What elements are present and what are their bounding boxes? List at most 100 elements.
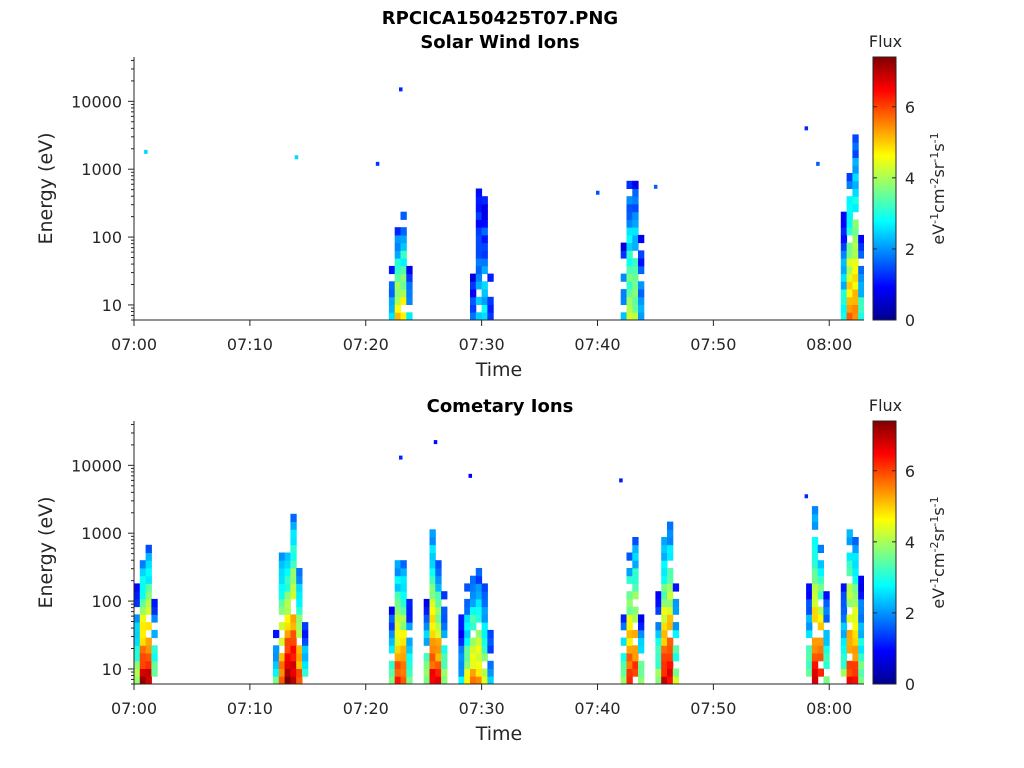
x-tick-label: 07:20 — [343, 699, 389, 718]
heat-cell — [406, 289, 413, 298]
heat-cell — [672, 653, 680, 662]
heat-cell — [400, 258, 407, 267]
heat-cell — [400, 568, 407, 577]
heat-cell — [840, 265, 848, 275]
heat-cell — [672, 645, 680, 654]
heat-cell — [852, 676, 859, 684]
heat-cell — [429, 568, 436, 577]
heat-cell — [667, 537, 674, 546]
heat-cell — [273, 653, 280, 662]
heat-cell — [296, 583, 303, 592]
heat-cell — [852, 598, 859, 608]
heat-cell — [394, 676, 401, 684]
heat-cell — [134, 614, 141, 623]
heat-cell — [481, 265, 488, 275]
heat-cell — [139, 653, 147, 662]
heat-cell — [655, 653, 662, 662]
heat-cell — [139, 676, 147, 684]
heat-cell — [406, 614, 413, 623]
heat-cell — [638, 622, 645, 631]
heat-cell — [145, 622, 152, 631]
heat-cell — [406, 637, 413, 646]
heat-cell — [429, 676, 436, 684]
heat-cell — [661, 552, 668, 561]
heat-cell — [811, 552, 819, 561]
heat-cell — [846, 629, 853, 639]
heat-cell — [840, 668, 848, 677]
heat-cell — [394, 645, 401, 654]
heat-cell — [429, 560, 436, 569]
heat-cell — [151, 598, 158, 608]
heat-cell — [151, 614, 158, 623]
heat-cell — [481, 242, 488, 251]
heat-cell — [858, 250, 864, 259]
heat-cell — [429, 629, 436, 639]
heat-cell — [400, 606, 407, 615]
heat-cell — [441, 606, 448, 615]
heat-cell — [852, 637, 859, 646]
heat-cell — [626, 242, 633, 251]
heat-cell — [470, 296, 477, 305]
heat-cell — [278, 653, 286, 662]
heat-cell — [858, 629, 864, 639]
heat-cell — [846, 614, 853, 623]
heat-cell — [400, 250, 407, 259]
heat-cell — [858, 265, 864, 275]
heat-cell — [846, 211, 853, 220]
heat-cell — [823, 637, 830, 646]
heat-cell — [470, 606, 477, 615]
heat-cell — [638, 234, 645, 244]
heat-cell — [470, 668, 477, 677]
colorbar — [872, 56, 897, 321]
heat-cell — [620, 242, 627, 251]
heat-cell — [620, 614, 627, 623]
heat-cell — [394, 273, 401, 282]
heat-cell — [284, 575, 291, 584]
heat-cell — [435, 614, 442, 623]
heat-cell — [638, 676, 645, 684]
heat-cell — [806, 583, 813, 592]
colorbar-unit-label: eV-1cm-2sr-1s-1 — [928, 132, 949, 244]
heat-cell — [852, 660, 859, 669]
heat-cell — [470, 583, 477, 592]
heat-cell — [284, 660, 291, 669]
heat-cell — [429, 653, 436, 662]
heat-cell — [846, 583, 853, 592]
heat-cell — [655, 645, 662, 654]
heat-cell — [846, 676, 853, 684]
unit-part: -1 — [928, 496, 941, 507]
heat-cell — [464, 637, 471, 646]
unit-part: -2 — [928, 178, 941, 189]
heat-cell — [134, 622, 141, 631]
heat-cell — [400, 211, 407, 220]
heat-cell — [806, 660, 813, 669]
heat-cell — [302, 668, 309, 677]
heat-cell — [823, 606, 830, 615]
heat-cell — [840, 598, 848, 608]
heat-cell — [134, 668, 141, 677]
scatter-point — [375, 161, 380, 166]
heat-cell — [846, 250, 853, 259]
heat-cell — [284, 653, 291, 662]
heat-cell — [481, 281, 488, 290]
heat-cell — [464, 622, 471, 631]
heat-cell — [846, 296, 853, 305]
unit-part: -2 — [928, 542, 941, 553]
x-tick-label: 07:30 — [459, 335, 505, 354]
heat-cell — [661, 583, 668, 592]
heat-cell — [475, 568, 483, 577]
heat-cell — [620, 653, 627, 662]
heat-cell — [655, 629, 662, 639]
heat-cell — [475, 637, 483, 646]
colorbar-title: Flux — [869, 396, 902, 415]
heat-cell — [811, 560, 819, 569]
heat-cell — [846, 173, 853, 182]
heat-cell — [846, 560, 853, 569]
heat-cell — [840, 211, 848, 220]
heat-cell — [400, 583, 407, 592]
heat-cell — [273, 676, 280, 684]
heat-cell — [388, 668, 396, 677]
heat-cell — [429, 645, 436, 654]
heat-cell — [139, 575, 147, 584]
